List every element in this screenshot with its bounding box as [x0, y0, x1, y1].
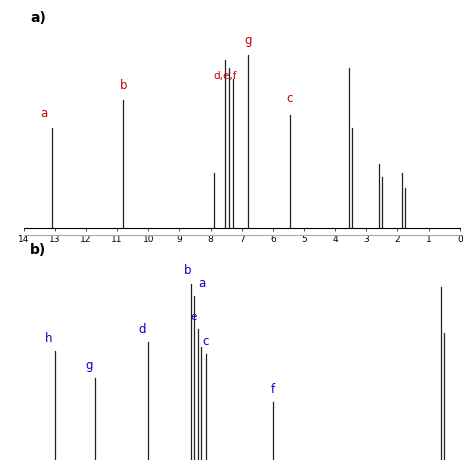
Text: a): a) — [30, 11, 46, 25]
Text: g: g — [85, 359, 93, 372]
Text: e: e — [190, 312, 197, 322]
Text: c: c — [287, 92, 293, 105]
Text: f: f — [271, 383, 275, 395]
Text: h: h — [45, 332, 52, 345]
Text: c: c — [203, 335, 209, 348]
Text: d,e,f: d,e,f — [214, 71, 237, 81]
Text: g: g — [244, 34, 252, 47]
X-axis label: f1 (ppm): f1 (ppm) — [220, 250, 263, 260]
Text: a: a — [40, 107, 47, 119]
Text: d: d — [138, 323, 146, 336]
Text: a: a — [198, 277, 206, 290]
Text: b: b — [183, 264, 191, 277]
Text: b): b) — [30, 244, 46, 257]
Text: b: b — [119, 80, 127, 92]
